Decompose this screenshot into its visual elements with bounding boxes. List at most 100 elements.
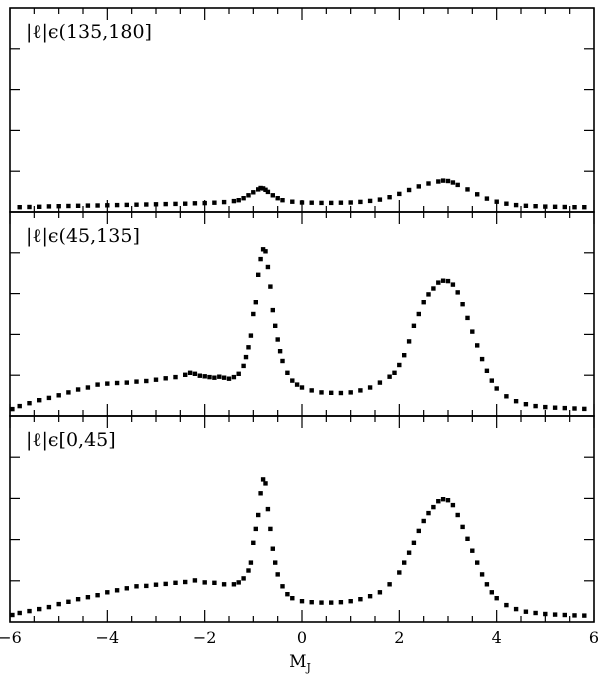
data-point	[197, 373, 202, 378]
data-point	[95, 593, 100, 598]
data-point	[450, 282, 456, 287]
data-point	[202, 200, 207, 206]
data-point	[253, 526, 258, 532]
data-point	[75, 597, 81, 602]
data-point	[10, 406, 15, 412]
data-point	[436, 499, 441, 504]
data-point	[241, 576, 246, 581]
data-point	[280, 198, 285, 203]
data-point	[338, 600, 344, 605]
data-point	[66, 390, 71, 395]
data-point	[455, 290, 460, 295]
data-point	[273, 323, 278, 328]
data-point	[572, 205, 577, 210]
data-point	[562, 612, 567, 618]
data-point	[421, 300, 426, 305]
data-point	[192, 371, 198, 376]
data-point	[543, 611, 548, 617]
data-point	[358, 388, 363, 393]
data-point	[552, 204, 558, 209]
data-point	[533, 204, 538, 209]
data-point	[562, 204, 567, 210]
data-point	[504, 394, 509, 399]
data-point	[66, 203, 71, 209]
data-point	[248, 333, 254, 338]
data-point	[552, 612, 558, 617]
data-point	[258, 185, 263, 191]
data-point	[445, 498, 451, 503]
data-point	[494, 596, 499, 601]
data-point	[411, 323, 417, 328]
data-point	[280, 584, 285, 589]
data-point	[309, 600, 314, 605]
data-point	[465, 536, 470, 541]
data-point	[212, 200, 217, 205]
data-point	[265, 189, 271, 195]
data-point	[367, 198, 373, 204]
data-point	[484, 368, 490, 373]
data-point	[124, 202, 129, 208]
data-point	[387, 374, 392, 379]
data-point	[273, 560, 278, 565]
data-point	[258, 256, 263, 262]
data-point	[163, 581, 168, 587]
data-point	[56, 204, 61, 209]
data-point	[246, 345, 251, 350]
data-point	[124, 586, 129, 591]
data-point	[406, 339, 412, 344]
data-point	[513, 399, 519, 404]
data-point	[75, 203, 81, 208]
data-point	[406, 550, 412, 555]
panel-label: |ℓ|ϵ(45,135]	[26, 225, 140, 247]
data-point	[192, 201, 198, 206]
data-point	[17, 205, 22, 210]
data-point	[460, 524, 465, 530]
data-point	[440, 178, 446, 183]
data-point	[212, 580, 217, 585]
data-point	[572, 406, 577, 411]
data-point	[236, 198, 241, 203]
data-point	[513, 606, 519, 612]
data-point	[450, 180, 456, 185]
data-point	[494, 386, 499, 391]
data-point	[202, 580, 207, 585]
data-point	[163, 376, 168, 381]
data-point	[431, 286, 436, 291]
data-point	[27, 608, 32, 614]
data-point	[263, 187, 268, 192]
x-tick-labels: −6 −4 −2 0 2 4 6	[0, 628, 599, 647]
data-point	[465, 187, 470, 192]
data-point	[426, 181, 431, 186]
data-point	[241, 196, 246, 201]
data-point	[248, 560, 254, 565]
data-point	[299, 385, 305, 390]
data-point	[114, 202, 120, 208]
data-point	[479, 572, 485, 577]
data-point	[275, 196, 280, 201]
data-point	[268, 526, 273, 532]
data-point	[285, 592, 290, 597]
data-point	[183, 201, 188, 206]
data-point	[241, 363, 246, 369]
data-point	[290, 378, 295, 383]
data-point	[309, 200, 314, 205]
data-point	[134, 202, 139, 207]
data-point	[277, 349, 283, 354]
data-point	[265, 264, 271, 270]
data-point	[533, 403, 538, 409]
data-point	[153, 202, 159, 207]
data-point	[348, 200, 353, 205]
data-point	[183, 579, 188, 585]
data-point	[484, 582, 490, 587]
data-point	[367, 594, 373, 599]
data-point	[338, 200, 344, 205]
data-point	[95, 203, 100, 208]
data-point	[231, 374, 237, 380]
data-point	[192, 578, 198, 583]
data-point	[470, 329, 475, 334]
data-point	[329, 390, 334, 395]
data-point	[440, 497, 446, 502]
data-point	[207, 374, 212, 380]
data-point	[543, 204, 548, 209]
